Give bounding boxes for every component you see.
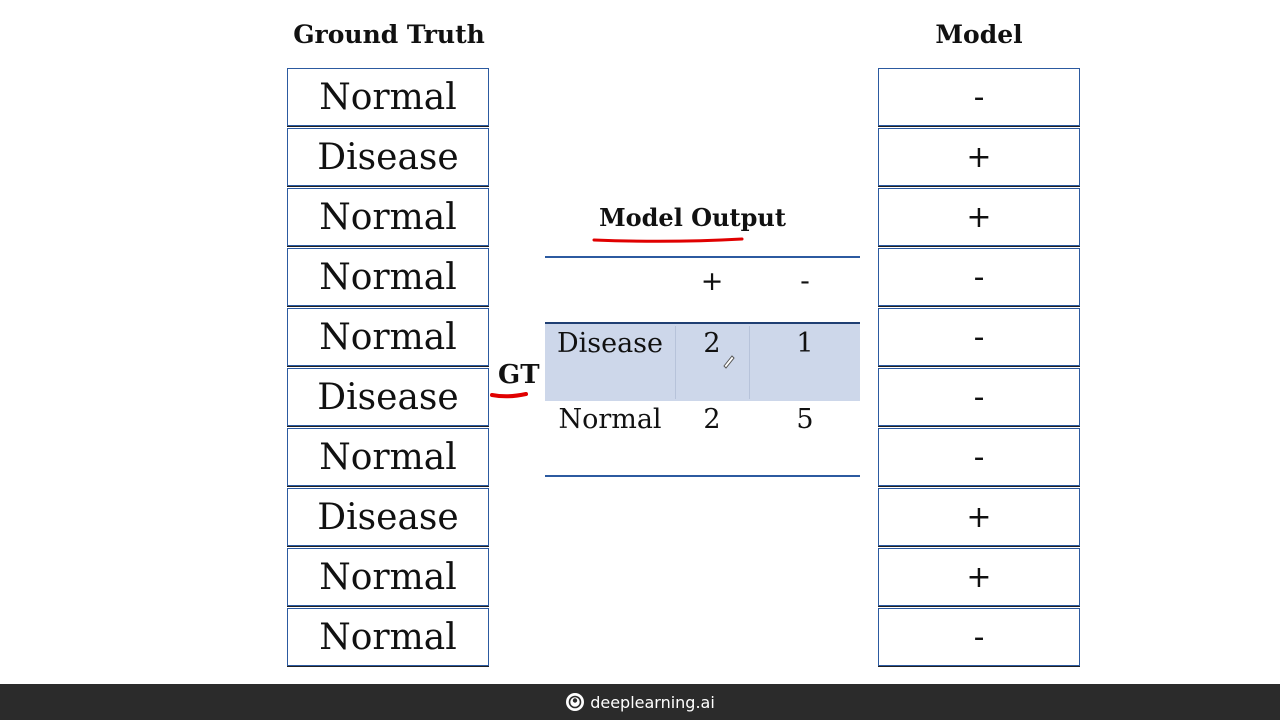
ground-truth-cell: Disease <box>287 488 489 546</box>
model-heading: Model <box>935 20 1023 49</box>
table-top-rule <box>545 256 860 258</box>
ground-truth-cell: Normal <box>287 188 489 246</box>
column-separator <box>749 326 750 399</box>
table-bottom-rule <box>545 475 860 477</box>
matrix-cell: 1 <box>796 328 814 359</box>
red-underline-annotation <box>592 237 744 243</box>
model-prediction-cell: - <box>878 308 1080 366</box>
ground-truth-cell: Normal <box>287 68 489 126</box>
column-separator <box>675 326 676 399</box>
confusion-matrix-title: Model Output <box>599 203 786 232</box>
model-column: - + + - - - - + + - <box>878 68 1080 668</box>
ground-truth-cell: Normal <box>287 608 489 666</box>
confusion-matrix: + - Disease 2 1 Normal 2 5 <box>545 256 860 478</box>
ground-truth-cell: Normal <box>287 548 489 606</box>
matrix-cell: 5 <box>796 404 814 435</box>
model-prediction-cell: - <box>878 248 1080 306</box>
model-prediction-cell: - <box>878 428 1080 486</box>
row-label-disease: Disease <box>556 328 664 359</box>
highlighted-row <box>545 322 860 401</box>
red-underline-annotation <box>490 392 528 399</box>
deeplearning-logo-icon <box>565 692 585 712</box>
column-header-negative: - <box>800 266 810 297</box>
model-prediction-cell: + <box>878 128 1080 186</box>
column-header-positive: + <box>700 266 724 297</box>
footer-brand: deeplearning.ai <box>590 692 715 712</box>
ground-truth-column: Normal Disease Normal Normal Normal Dise… <box>287 68 489 668</box>
gt-axis-label: GT <box>498 360 540 390</box>
matrix-cell: 2 <box>703 328 721 359</box>
model-prediction-cell: - <box>878 368 1080 426</box>
ground-truth-heading: Ground Truth <box>293 20 485 49</box>
model-prediction-cell: + <box>878 488 1080 546</box>
model-prediction-cell: + <box>878 548 1080 606</box>
ground-truth-cell: Normal <box>287 248 489 306</box>
ground-truth-cell: Disease <box>287 128 489 186</box>
model-prediction-cell: + <box>878 188 1080 246</box>
model-prediction-cell: - <box>878 608 1080 666</box>
ground-truth-cell: Normal <box>287 308 489 366</box>
row-label-normal: Normal <box>558 404 662 435</box>
footer-bar: deeplearning.ai <box>0 684 1280 720</box>
ground-truth-cell: Disease <box>287 368 489 426</box>
ground-truth-cell: Normal <box>287 428 489 486</box>
model-prediction-cell: - <box>878 68 1080 126</box>
matrix-cell: 2 <box>703 404 721 435</box>
pen-cursor-icon <box>723 355 735 369</box>
